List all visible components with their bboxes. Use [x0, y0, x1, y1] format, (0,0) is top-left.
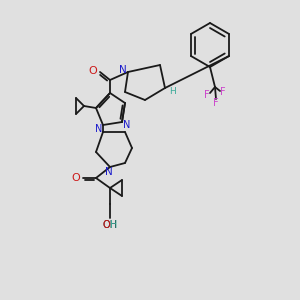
- Text: H: H: [110, 220, 118, 230]
- Text: O: O: [102, 220, 110, 230]
- Text: O: O: [72, 173, 80, 183]
- Text: N: N: [105, 167, 113, 177]
- Text: N: N: [119, 65, 127, 75]
- Text: N: N: [95, 124, 103, 134]
- Text: N: N: [123, 120, 131, 130]
- Text: F: F: [213, 98, 219, 108]
- Text: OH: OH: [103, 220, 118, 230]
- Text: O: O: [88, 66, 98, 76]
- Text: H: H: [169, 86, 176, 95]
- Text: F: F: [204, 90, 210, 100]
- Text: F: F: [220, 87, 226, 97]
